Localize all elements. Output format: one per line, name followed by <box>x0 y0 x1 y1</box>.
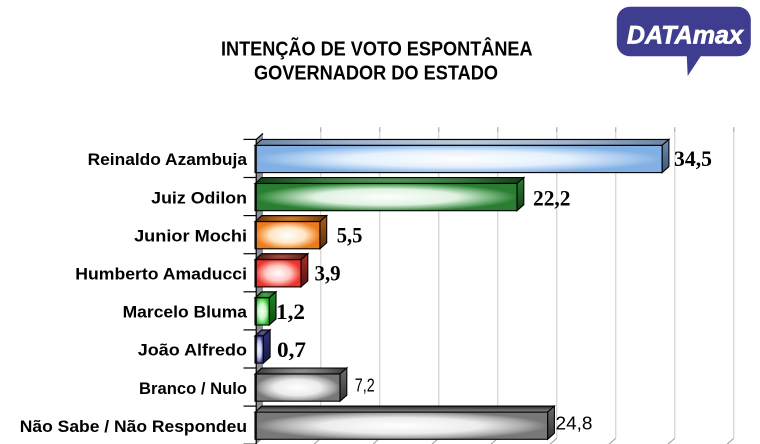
svg-text:GOVERNADOR DO ESTADO: GOVERNADOR DO ESTADO <box>254 62 498 84</box>
svg-text:0,7: 0,7 <box>277 337 306 362</box>
svg-text:INTENÇÃO DE VOTO ESPONTÂNEA: INTENÇÃO DE VOTO ESPONTÂNEA <box>221 37 533 61</box>
svg-text:7,2: 7,2 <box>355 375 375 396</box>
svg-text:1,2: 1,2 <box>276 299 305 324</box>
svg-text:Não Sabe / Não Respondeu: Não Sabe / Não Respondeu <box>20 417 247 436</box>
svg-text:34,5: 34,5 <box>674 146 712 171</box>
svg-text:5,5: 5,5 <box>337 223 363 248</box>
svg-text:Humberto Amaducci: Humberto Amaducci <box>75 265 247 284</box>
svg-text:3,9: 3,9 <box>315 261 341 286</box>
svg-text:22,2: 22,2 <box>533 186 571 211</box>
svg-text:DATAmax: DATAmax <box>627 21 744 49</box>
svg-text:Juiz Odilon: Juiz Odilon <box>151 188 247 207</box>
svg-text:24,8: 24,8 <box>556 412 593 433</box>
svg-text:Reinaldo Azambuja: Reinaldo Azambuja <box>88 150 248 169</box>
svg-text:Junior Mochi: Junior Mochi <box>134 226 247 245</box>
svg-text:Branco / Nulo: Branco / Nulo <box>139 379 247 398</box>
svg-text:Marcelo Bluma: Marcelo Bluma <box>123 303 248 322</box>
svg-text:João Alfredo: João Alfredo <box>138 341 247 360</box>
